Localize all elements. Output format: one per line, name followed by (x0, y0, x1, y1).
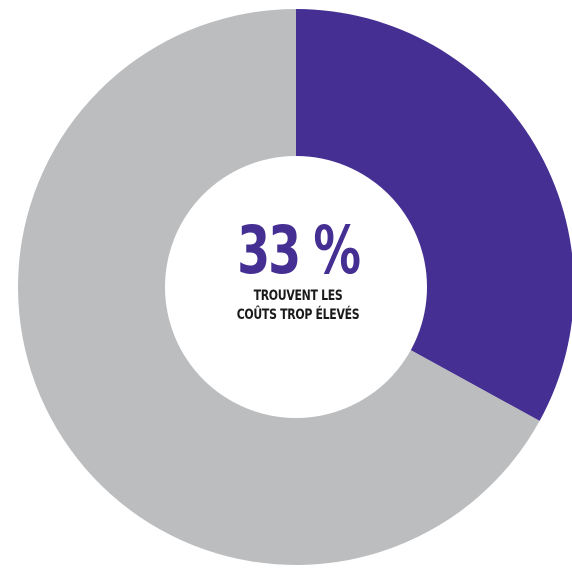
caption-line-2: COÛTS TROP ÉLEVÉS (236, 307, 360, 323)
center-percent: 33 % (237, 212, 361, 289)
caption-line-1: TROUVENT LES (253, 288, 343, 304)
center-label: 33 % TROUVENT LES COÛTS TROP ÉLEVÉS (166, 215, 430, 325)
donut-hole (165, 156, 427, 418)
